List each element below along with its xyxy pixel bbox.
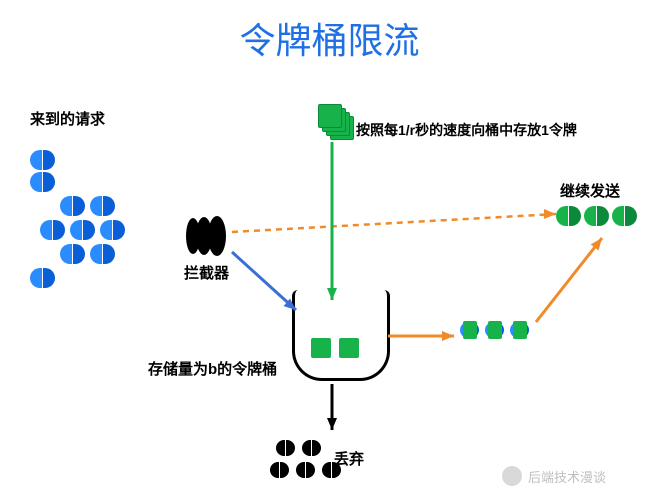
- watermark-icon: [502, 466, 522, 486]
- request-icon: [322, 462, 341, 478]
- request-icon: [60, 196, 85, 216]
- request-icon: [276, 440, 295, 456]
- request-icon: [70, 220, 95, 240]
- request-icon: [30, 268, 55, 288]
- request-icon: [584, 206, 609, 226]
- request-icon: [556, 206, 581, 226]
- request-icon: [302, 440, 321, 456]
- watermark-text: 后端技术漫谈: [528, 467, 606, 486]
- watermark: 后端技术漫谈: [502, 466, 606, 486]
- request-icon: [30, 172, 55, 192]
- interceptor-disc: [208, 216, 226, 256]
- label-interceptor: 拦截器: [184, 262, 229, 283]
- label-continue: 继续发送: [560, 180, 620, 201]
- request-icon: [90, 196, 115, 216]
- request-icon: [612, 206, 637, 226]
- request-icon: [100, 220, 125, 240]
- bucket-token-icon: [339, 338, 359, 358]
- request-icon: [60, 244, 85, 264]
- label-rate: 按照每1/r秒的速度向桶中存放1令牌: [356, 120, 577, 140]
- request-icon: [40, 220, 65, 240]
- label-incoming: 来到的请求: [30, 108, 105, 129]
- request-icon: [296, 462, 315, 478]
- request-icon: [30, 150, 55, 170]
- token-bucket-icon: [292, 290, 390, 381]
- token-icon: [318, 104, 342, 128]
- bucket-token-icon: [311, 338, 331, 358]
- request-icon: [270, 462, 289, 478]
- label-bucket: 存储量为b的令牌桶: [148, 358, 277, 379]
- request-icon: [90, 244, 115, 264]
- diagram-title: 令牌桶限流: [0, 12, 659, 64]
- title-text: 令牌桶限流: [239, 20, 419, 61]
